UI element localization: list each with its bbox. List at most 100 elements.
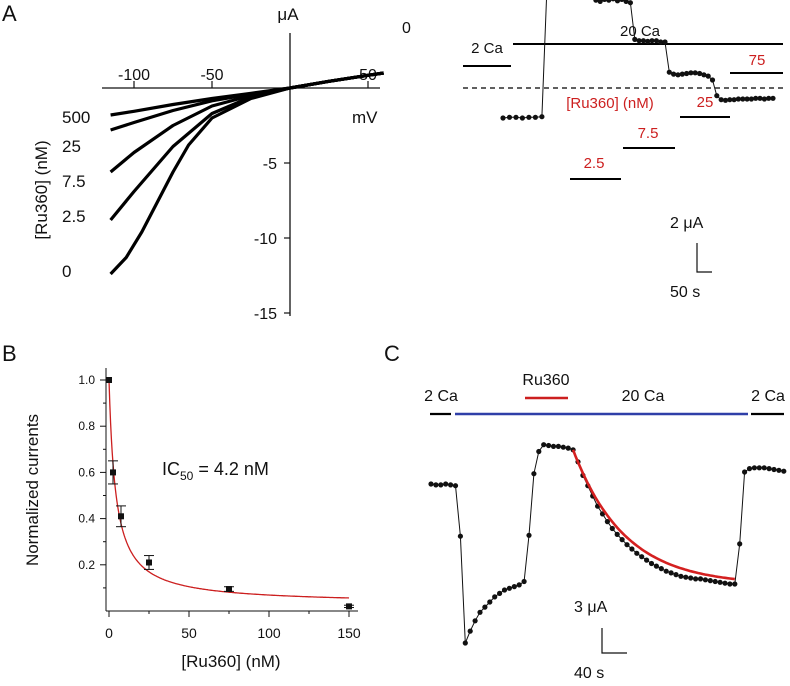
trace-a-point: [526, 114, 532, 120]
iv-legend-entry: 500: [62, 108, 90, 127]
b-y-tick-label: 0.8: [78, 419, 95, 433]
b-x-tick-label: 50: [181, 625, 197, 641]
trace-c: 2 Ca 20 Ca 2 Ca Ru360 3 μA 40 s: [424, 372, 787, 682]
trace-c-point: [702, 577, 709, 583]
panel-label-a: A: [2, 1, 17, 26]
trace-c-point: [781, 468, 787, 474]
trace-c-point: [688, 575, 694, 581]
trace-c-point: [712, 578, 718, 585]
trace-c-point: [727, 581, 733, 587]
bar-20ca-c-label: 20 Ca: [622, 388, 665, 405]
trace-c-point: [653, 563, 660, 569]
iv-legend-entry: 7.5: [62, 172, 86, 191]
trace-a-point: [662, 39, 668, 45]
trace-c-point: [541, 442, 547, 448]
trace-c-point: [697, 576, 704, 582]
iv-y-zero-label: 0: [402, 20, 411, 37]
b-fit-curve: [108, 379, 350, 599]
trace-c-point: [624, 542, 630, 548]
iv-y-unit: μA: [277, 5, 299, 24]
trace-c-point: [526, 532, 532, 538]
trace-c-point: [756, 465, 762, 471]
trace-c-point: [428, 481, 434, 487]
trace-c-point: [457, 533, 463, 539]
trace-c-point: [443, 481, 449, 487]
iv-legend-entry: 25: [62, 137, 81, 156]
trace-a-point: [757, 95, 763, 101]
trace-c-point: [452, 483, 459, 489]
trace-c-point: [521, 578, 527, 585]
trace-a-point: [610, 0, 616, 2]
b-y-tick-label: 0.4: [78, 512, 95, 526]
panel-label-c: C: [384, 341, 400, 366]
scale-bar-c: [601, 628, 627, 654]
trace-c-point: [516, 582, 522, 588]
trace-a-point: [744, 96, 750, 102]
b-data-point: [346, 603, 352, 610]
iv-legend-title: [Ru360] (nM): [32, 140, 51, 239]
trace-c-point: [511, 584, 517, 590]
trace-a-point: [506, 114, 513, 120]
trace-a-point: [601, 0, 608, 2]
b-data-point: [110, 469, 116, 476]
trace-a: 2 Ca 20 Ca [Ru360] (nM) 2.5 7.5 25 75 2 …: [463, 0, 783, 301]
b-data-point: [118, 513, 124, 520]
trace-a-point: [519, 115, 526, 121]
scale-bar-a-y-label: 2 μA: [670, 215, 704, 232]
trace-a-point: [636, 38, 642, 44]
trace-c-point: [776, 467, 782, 473]
trace-c-point: [683, 574, 689, 580]
trace-c-point: [751, 465, 758, 471]
trace-a-point: [658, 39, 664, 45]
trace-a-point: [632, 36, 638, 43]
trace-c-line: [430, 444, 784, 644]
drug-bar-75-label: 75: [749, 52, 766, 69]
trace-c-point: [462, 640, 468, 646]
trace-a-point: [671, 71, 677, 77]
drug-bar-25-label: 25: [697, 94, 714, 111]
b-y-tick-label: 1.0: [78, 373, 95, 387]
trace-c-point: [668, 570, 674, 576]
trace-a-point: [623, 0, 629, 4]
trace-c-point: [693, 576, 699, 582]
bar-2ca-a-label: 2 Ca: [471, 40, 503, 57]
trace-a-point: [532, 114, 539, 120]
trace-c-point: [717, 579, 723, 585]
trace-a-point: [697, 70, 703, 77]
trace-c-point: [707, 578, 713, 584]
trace-c-point: [497, 590, 503, 597]
trace-c-point: [492, 594, 498, 600]
scale-bar-c-y-label: 3 μA: [574, 599, 608, 616]
trace-c-point: [742, 469, 748, 475]
b-data-point: [226, 586, 232, 593]
trace-a-point: [645, 38, 651, 45]
iv-curve-4: [109, 71, 384, 276]
trace-c-point: [487, 599, 493, 605]
b-data-point: [106, 377, 112, 383]
trace-c-point: [555, 443, 562, 449]
trace-a-point: [500, 115, 506, 121]
trace-c-point: [604, 519, 611, 525]
trace-a-point: [539, 114, 545, 120]
trace-a-point: [684, 70, 690, 77]
trace-a-point: [653, 38, 660, 44]
b-y-tick-label: 0.6: [78, 465, 95, 479]
trace-c-point: [609, 525, 615, 532]
b-x-tick-label: 0: [105, 625, 113, 641]
trace-a-point: [761, 96, 768, 102]
iv-y-tick-label: -5: [263, 156, 277, 173]
trace-a-point: [597, 0, 603, 4]
bar-2ca-c-left-label: 2 Ca: [424, 388, 458, 405]
bar-20ca-a-label: 20 Ca: [620, 23, 661, 40]
trace-c-point: [766, 466, 772, 472]
trace-a-point: [735, 96, 742, 102]
b-y-tick-label: 0.2: [78, 558, 95, 572]
trace-c-point: [614, 531, 620, 538]
trace-a-point: [692, 70, 698, 76]
trace-a-point: [770, 95, 776, 101]
bar-2ca-c-right-label: 2 Ca: [751, 388, 785, 405]
trace-a-point: [705, 73, 711, 79]
trace-a-point: [701, 72, 707, 78]
ru360-bar-c-label: Ru360: [522, 372, 569, 389]
